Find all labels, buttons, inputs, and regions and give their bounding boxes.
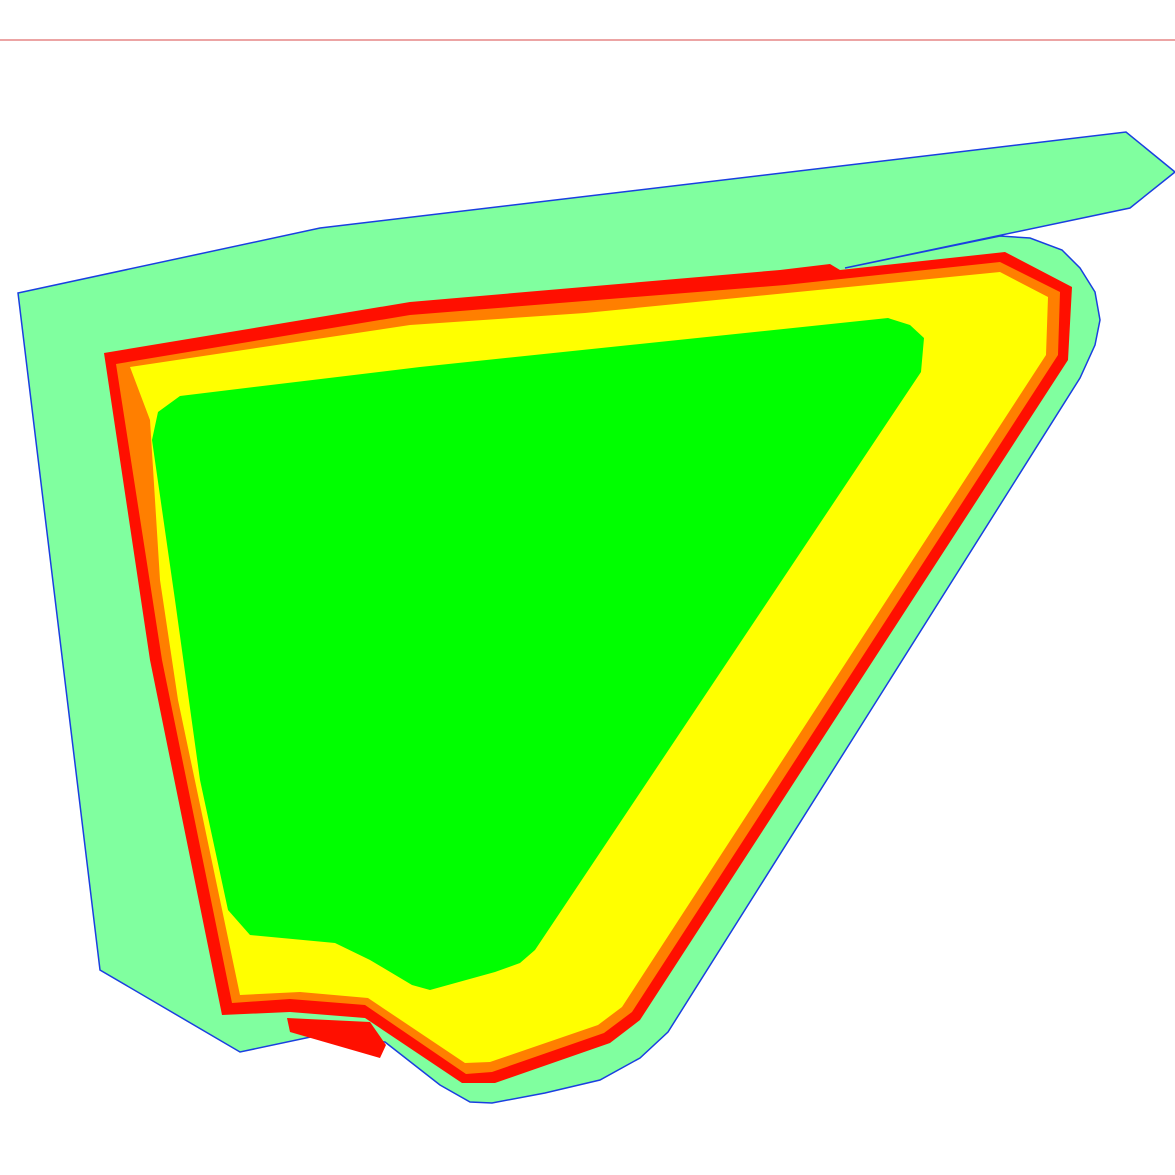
red-flag-zone [287, 1018, 386, 1058]
inner-core-zone [152, 318, 924, 990]
